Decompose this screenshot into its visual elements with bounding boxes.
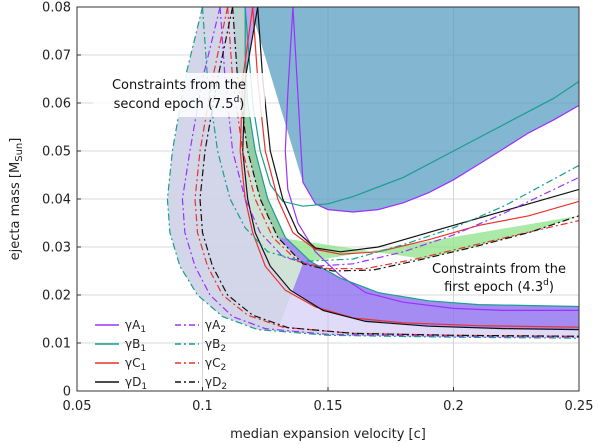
annotation-second-epoch-background: [93, 73, 265, 117]
series-D2-upper-curve: [232, 7, 579, 272]
legend-label-A2: γA2: [205, 318, 226, 335]
annotation-second-epoch: Constraints from the second epoch (7.5d): [93, 73, 265, 117]
y-tick-label: 0.07: [42, 49, 71, 64]
legend-label-C2: γC2: [205, 356, 226, 373]
y-tick-label: 0.05: [42, 145, 71, 160]
y-tick-label: 0: [63, 385, 71, 400]
x-tick-label: 0.15: [314, 399, 343, 414]
y-axis-label-sub: Sun: [14, 143, 25, 162]
annotation-first-epoch-line2-main: first epoch (4.3: [444, 280, 543, 295]
series-A1-lower-curve: [284, 7, 579, 311]
x-tick-label: 0.25: [565, 399, 594, 414]
x-tick-label: 0.1: [192, 399, 213, 414]
y-tick-label: 0.03: [42, 241, 71, 256]
annotation-second-epoch-line2-sup: d: [234, 95, 240, 105]
series-B1-upper-curve: [244, 7, 579, 207]
annotation-first-epoch-line1: Constraints from the: [432, 262, 566, 277]
legend-label-D1: γD1: [125, 375, 147, 392]
region-layer: [167, 7, 579, 339]
y-axis-label: ejecta mass [MSun]: [8, 138, 25, 261]
y-axis-label-end: ]: [8, 138, 23, 143]
series-C2-upper-curve: [227, 7, 579, 270]
legend-label-C1: γC1: [125, 356, 146, 373]
x-tick-label: 0.2: [443, 399, 464, 414]
y-tick-label: 0.02: [42, 289, 71, 304]
series-C1-upper-curve: [252, 7, 579, 255]
x-tick-label: 0.05: [63, 399, 92, 414]
light-purple-region: [167, 7, 579, 339]
series-layer: [166, 7, 579, 339]
series-A2-lower-curve: [181, 7, 579, 338]
series-C2-lower-curve: [194, 7, 579, 337]
legend-label-D2: γD2: [205, 375, 227, 392]
ticks: 0.05 0.1 0.15 0.2 0.25 0 0.01 0.02 0.03 0.04 0.05 0…: [42, 1, 593, 415]
legend-label-A1: γA1: [125, 318, 146, 335]
legend-label-B2: γB2: [205, 337, 226, 354]
green-second-epoch-outer: [167, 7, 579, 339]
y-axis-label-main: ejecta mass [M: [8, 162, 23, 261]
y-tick-label: 0.06: [42, 97, 71, 112]
x-axis-label: median expansion velocity [c]: [230, 427, 426, 442]
series-C1-lower-curve: [239, 7, 579, 328]
series-D1-lower-curve: [242, 7, 579, 331]
y-tick-label: 0.08: [42, 1, 71, 16]
series-B2-lower-curve: [166, 7, 579, 339]
legend-label-B1: γB1: [125, 337, 146, 354]
annotation-first-epoch-line2-end: ): [549, 280, 554, 295]
y-tick-label: 0.01: [42, 337, 71, 352]
annotation-first-epoch-line2: first epoch (4.3d): [444, 278, 554, 295]
annotation-second-epoch-line2-end: ): [239, 97, 244, 112]
legend: γA1 γB1 γC1 γD1 γA2 γB2 γC2 γD2: [95, 318, 227, 392]
series-B2-upper-curve: [201, 7, 579, 263]
annotation-second-epoch-line1: Constraints from the: [112, 78, 246, 93]
blue-overlap-region: [250, 7, 579, 212]
series-D1-upper-curve: [257, 7, 579, 253]
annotation-second-epoch-line2-main: second epoch (7.5: [114, 97, 234, 112]
y-tick-label: 0.04: [42, 193, 71, 208]
annotation-first-epoch: Constraints from the first epoch (4.3d): [432, 262, 566, 295]
annotation-first-epoch-line2-sup: d: [543, 278, 549, 288]
annotation-second-epoch-line2: second epoch (7.5d): [114, 95, 245, 112]
